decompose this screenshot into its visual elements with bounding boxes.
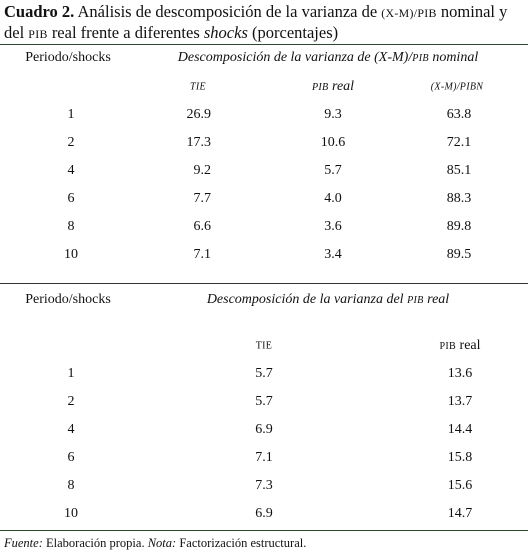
table-cell: 85.1: [446, 163, 472, 178]
table-cell: 4: [67, 163, 75, 178]
title-text: nominal y del: [4, 2, 508, 42]
rule: [0, 44, 528, 45]
table-cell: 6.6: [193, 219, 212, 234]
table-cell: 13.7: [447, 394, 473, 409]
header-text: Descomposición de la varianza del: [206, 292, 404, 307]
footnote-text: Fuente:: [4, 536, 43, 550]
footnote: Fuente: Elaboración propia. Nota: Factor…: [4, 536, 306, 551]
table-cell: 26.9: [186, 107, 212, 122]
subheader-text: PIB: [439, 341, 457, 352]
table-cell: 5.7: [324, 163, 342, 178]
table-cell: 7.3: [255, 478, 273, 493]
table-cell: 7.7: [193, 191, 212, 206]
table-cell: 2: [67, 394, 75, 409]
column-header: Descomposición de la varianza de (X-M)/P…: [178, 50, 478, 66]
table-cell: 14.4: [447, 422, 473, 437]
title-text: Análisis de descomposición de la varianz…: [77, 2, 378, 21]
table-cell: 5.7: [255, 366, 273, 381]
table-cell: 13.6: [447, 366, 473, 381]
table-cell: 10: [64, 247, 78, 262]
table-cell: 4: [67, 422, 75, 437]
subheader: (X-M)/PIBN: [430, 81, 484, 93]
header-text: real: [427, 292, 450, 307]
table-cell: 17.3: [186, 135, 212, 150]
table-cell: 9.3: [324, 107, 342, 122]
table-cell: 89.8: [446, 219, 472, 234]
title-text: (X-M)/PIB: [381, 6, 437, 20]
title-label: Cuadro 2.: [4, 2, 75, 21]
subheader-text: PIB: [311, 82, 329, 93]
table-cell: 6.9: [255, 422, 273, 437]
table-cell: 72.1: [446, 135, 472, 150]
column-header: Descomposición de la varianza del PIB re…: [207, 292, 449, 308]
title-text: (porcentajes): [252, 23, 339, 42]
rule: [0, 283, 528, 284]
title: Cuadro 2. Análisis de descomposición de …: [4, 2, 524, 44]
footnote-text: Factorización estructural.: [179, 536, 307, 550]
header-text: PIB: [407, 295, 424, 306]
table-cell: 1: [67, 366, 75, 381]
footnote-text: Elaboración propia.: [46, 536, 145, 550]
table-cell: 15.6: [447, 478, 473, 493]
column-header: Periodo/shocks: [25, 292, 111, 307]
subheader: TIE: [255, 340, 273, 352]
table-cell: 10: [64, 506, 78, 521]
header-text: PIB: [412, 53, 429, 64]
rule: [0, 530, 528, 531]
table-cell: 9.2: [193, 163, 212, 178]
subheader: TIE: [190, 81, 206, 93]
subheader: PIB real: [439, 338, 480, 354]
footnote-text: Nota:: [147, 536, 177, 550]
table-cell: 89.5: [446, 247, 472, 262]
table-cell: 14.7: [447, 506, 473, 521]
subheader: PIB real: [312, 79, 354, 95]
table-cell: 10.6: [320, 135, 346, 150]
subheader-text: real: [459, 338, 481, 353]
table-cell: 6: [67, 450, 75, 465]
table-cell: 6: [67, 191, 75, 206]
table-cell: 7.1: [255, 450, 273, 465]
table-cell: 5.7: [255, 394, 273, 409]
title-text: real frente a diferentes: [51, 23, 200, 42]
table-cell: 3.4: [324, 247, 342, 262]
table-cell: 63.8: [446, 107, 472, 122]
table-cell: 8: [67, 478, 75, 493]
title-text: shocks: [203, 23, 248, 42]
header-text: nominal: [432, 50, 479, 65]
table-cell: 1: [67, 107, 75, 122]
table-cell: 3.6: [324, 219, 342, 234]
table-cell: 6.9: [255, 506, 273, 521]
table-cell: 7.1: [193, 247, 212, 262]
table-cell: 8: [67, 219, 75, 234]
column-header: Periodo/shocks: [25, 50, 111, 65]
header-text: Descomposición de la varianza de (X-M)/: [177, 50, 413, 65]
table-cell: 2: [67, 135, 75, 150]
table-cell: 4.0: [324, 191, 342, 206]
title-text: PIB: [28, 27, 48, 41]
table-cell: 15.8: [447, 450, 473, 465]
subheader-text: real: [332, 79, 355, 94]
table-cell: 88.3: [446, 191, 472, 206]
